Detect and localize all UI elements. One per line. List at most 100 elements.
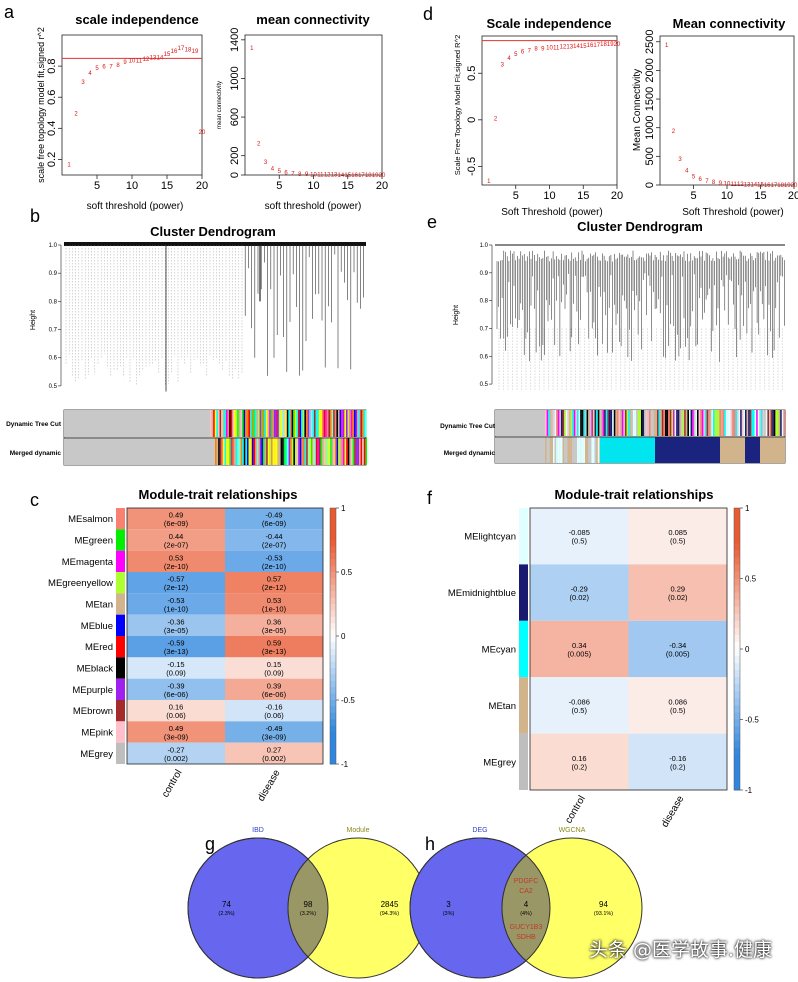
a-scale-frame — [61, 34, 203, 176]
f-heatmap-cell-value: 0.086 — [668, 697, 687, 706]
c-heatmap-colorbar-step — [330, 642, 336, 650]
b-bar-stripe — [272, 410, 274, 437]
e-bar-stripe — [565, 437, 568, 463]
e-bar-stripe — [613, 410, 616, 436]
b-bar-stripe — [318, 410, 321, 437]
b-bar-stripe — [264, 438, 267, 465]
e-bar-stripe — [708, 410, 710, 436]
e-bar-stripe — [641, 410, 643, 436]
b-bar-stripe — [358, 410, 361, 437]
d-scale-point-label: 12 — [560, 45, 567, 51]
f-heatmap-colorbar-step — [734, 733, 740, 742]
c-heatmap-row-label: MEbrown — [73, 706, 113, 717]
d-scale-xtick-label: 5 — [513, 190, 519, 202]
b-bar-stripe — [314, 438, 316, 465]
e-bar-stripe — [578, 437, 581, 463]
b-bar-stripe — [294, 410, 297, 437]
c-heatmap-cell-pvalue: (2e-12) — [164, 583, 189, 592]
d-scale-point-label: 2 — [494, 116, 498, 122]
b-bar-stripe — [258, 438, 260, 465]
e-bar-stripe — [564, 437, 566, 463]
c-heatmap-cell-pvalue: (6e-06) — [164, 690, 189, 699]
c-heatmap-colorbar-step — [330, 514, 336, 522]
d-conn-point-label: 1 — [665, 43, 669, 49]
b-bar-stripe — [216, 438, 219, 465]
c-heatmap-cell-value: -0.15 — [167, 660, 184, 669]
b-bar-stripe — [275, 438, 278, 465]
f-heatmap-colorbar-step — [734, 712, 740, 720]
f-heatmap-colorbar-step — [734, 564, 740, 572]
e-bar-stripe — [721, 410, 723, 436]
f-heatmap-row-label: MEmidnightblue — [448, 588, 516, 599]
b-bar-stripe — [288, 438, 291, 465]
e-bar-stripe — [773, 410, 776, 436]
c-heatmap-cell-value: 0.53 — [169, 553, 184, 562]
e-bar-stripe — [589, 410, 592, 436]
f-heatmap-colorbar-step — [734, 613, 740, 622]
e-bar-stripe — [575, 437, 577, 463]
f-heatmap-cell — [628, 564, 727, 621]
b-bar-stripe — [347, 438, 350, 465]
c-heatmap-cell-value: -0.53 — [265, 553, 282, 562]
a-conn-ytick-label: 1400 — [229, 28, 241, 52]
e-bar-stripe — [569, 437, 571, 463]
b-bar-stripe — [290, 438, 292, 465]
d-conn-ytick-label: 2000 — [644, 58, 656, 82]
e-bar-stripe — [561, 437, 563, 463]
e-bar-stripe — [693, 410, 696, 436]
b-bar-stripe — [243, 410, 246, 437]
d-scale-ytick-label: -0.5 — [466, 157, 478, 176]
f-heatmap-colorbar-step — [734, 585, 740, 594]
b-bar-stripe — [362, 438, 364, 465]
b-bar-stripe — [355, 438, 358, 465]
b-bar-stripe — [302, 410, 305, 437]
b-bar-stripe — [227, 438, 230, 465]
b-bar-stripe — [317, 410, 319, 437]
c-heatmap: MEsalmon 0.49(6e-09)-0.49(6e-09)MEgreen 0.… — [48, 504, 355, 803]
f-heatmap-colorbar-step — [734, 543, 740, 551]
f-heatmap-cell-pvalue: (0.02) — [668, 593, 688, 602]
c-heatmap-cell-value: 0.57 — [267, 575, 282, 584]
b-bar-stripe — [336, 410, 338, 437]
c-heatmap-cell — [127, 721, 225, 743]
a-scale-point-label: 16 — [171, 49, 178, 55]
e-bar-stripe — [764, 410, 766, 436]
d-scale-point-label: 16 — [587, 43, 594, 49]
d-scale-xlabel: Soft Threshold (power) — [501, 207, 603, 218]
f-heatmap-colorbar-step — [734, 726, 740, 735]
g-venn-set-a-name: IBD — [252, 827, 264, 834]
a-conn-point-label: 20 — [379, 173, 386, 179]
b-bar-stripe — [219, 410, 222, 437]
e-bar-stripe — [645, 410, 648, 436]
f-heatmap-cell-value: 0.34 — [572, 641, 587, 650]
c-heatmap-colorbar-step — [330, 661, 336, 669]
b-bar-stripe — [267, 410, 270, 437]
c-heatmap-cell — [127, 508, 225, 530]
c-heatmap-colorbar-label: -0.5 — [341, 696, 355, 705]
a-conn-point-label: 5 — [278, 169, 282, 175]
c-heatmap-colorbar-step — [330, 623, 336, 631]
e-bar-stripe — [767, 410, 769, 436]
c-heatmap-cell-value: 0.49 — [169, 511, 184, 520]
b-bar-stripe — [354, 410, 356, 437]
d-conn-point-label: 14 — [750, 183, 757, 189]
d-scale-title: Scale independence — [487, 16, 612, 31]
b-bar-stripe — [210, 410, 212, 437]
e-ytick-label: 0.6 — [480, 354, 489, 360]
c-heatmap-cell-value: -0.49 — [265, 724, 282, 733]
c-heatmap-row-swatch — [116, 550, 125, 572]
b-bar-stripe — [342, 410, 345, 437]
d-scale-xtick-label: 10 — [543, 190, 555, 202]
b-bar-stripe — [306, 438, 308, 465]
c-heatmap-colorbar-step — [330, 559, 336, 567]
a-conn-title: mean connectivity — [256, 12, 370, 27]
b-bar-stripe — [224, 438, 227, 465]
d-conn-ytick-label: 2500 — [644, 29, 656, 53]
a-scale-ytick-label: 0.2 — [46, 152, 58, 167]
b-bar-stripe — [314, 410, 316, 437]
b-bar-stripe — [309, 438, 311, 465]
b-bar-stripe — [339, 410, 342, 437]
e-bar-stripe — [700, 410, 702, 436]
h-venn-set-a-pct: (3%) — [443, 911, 455, 917]
